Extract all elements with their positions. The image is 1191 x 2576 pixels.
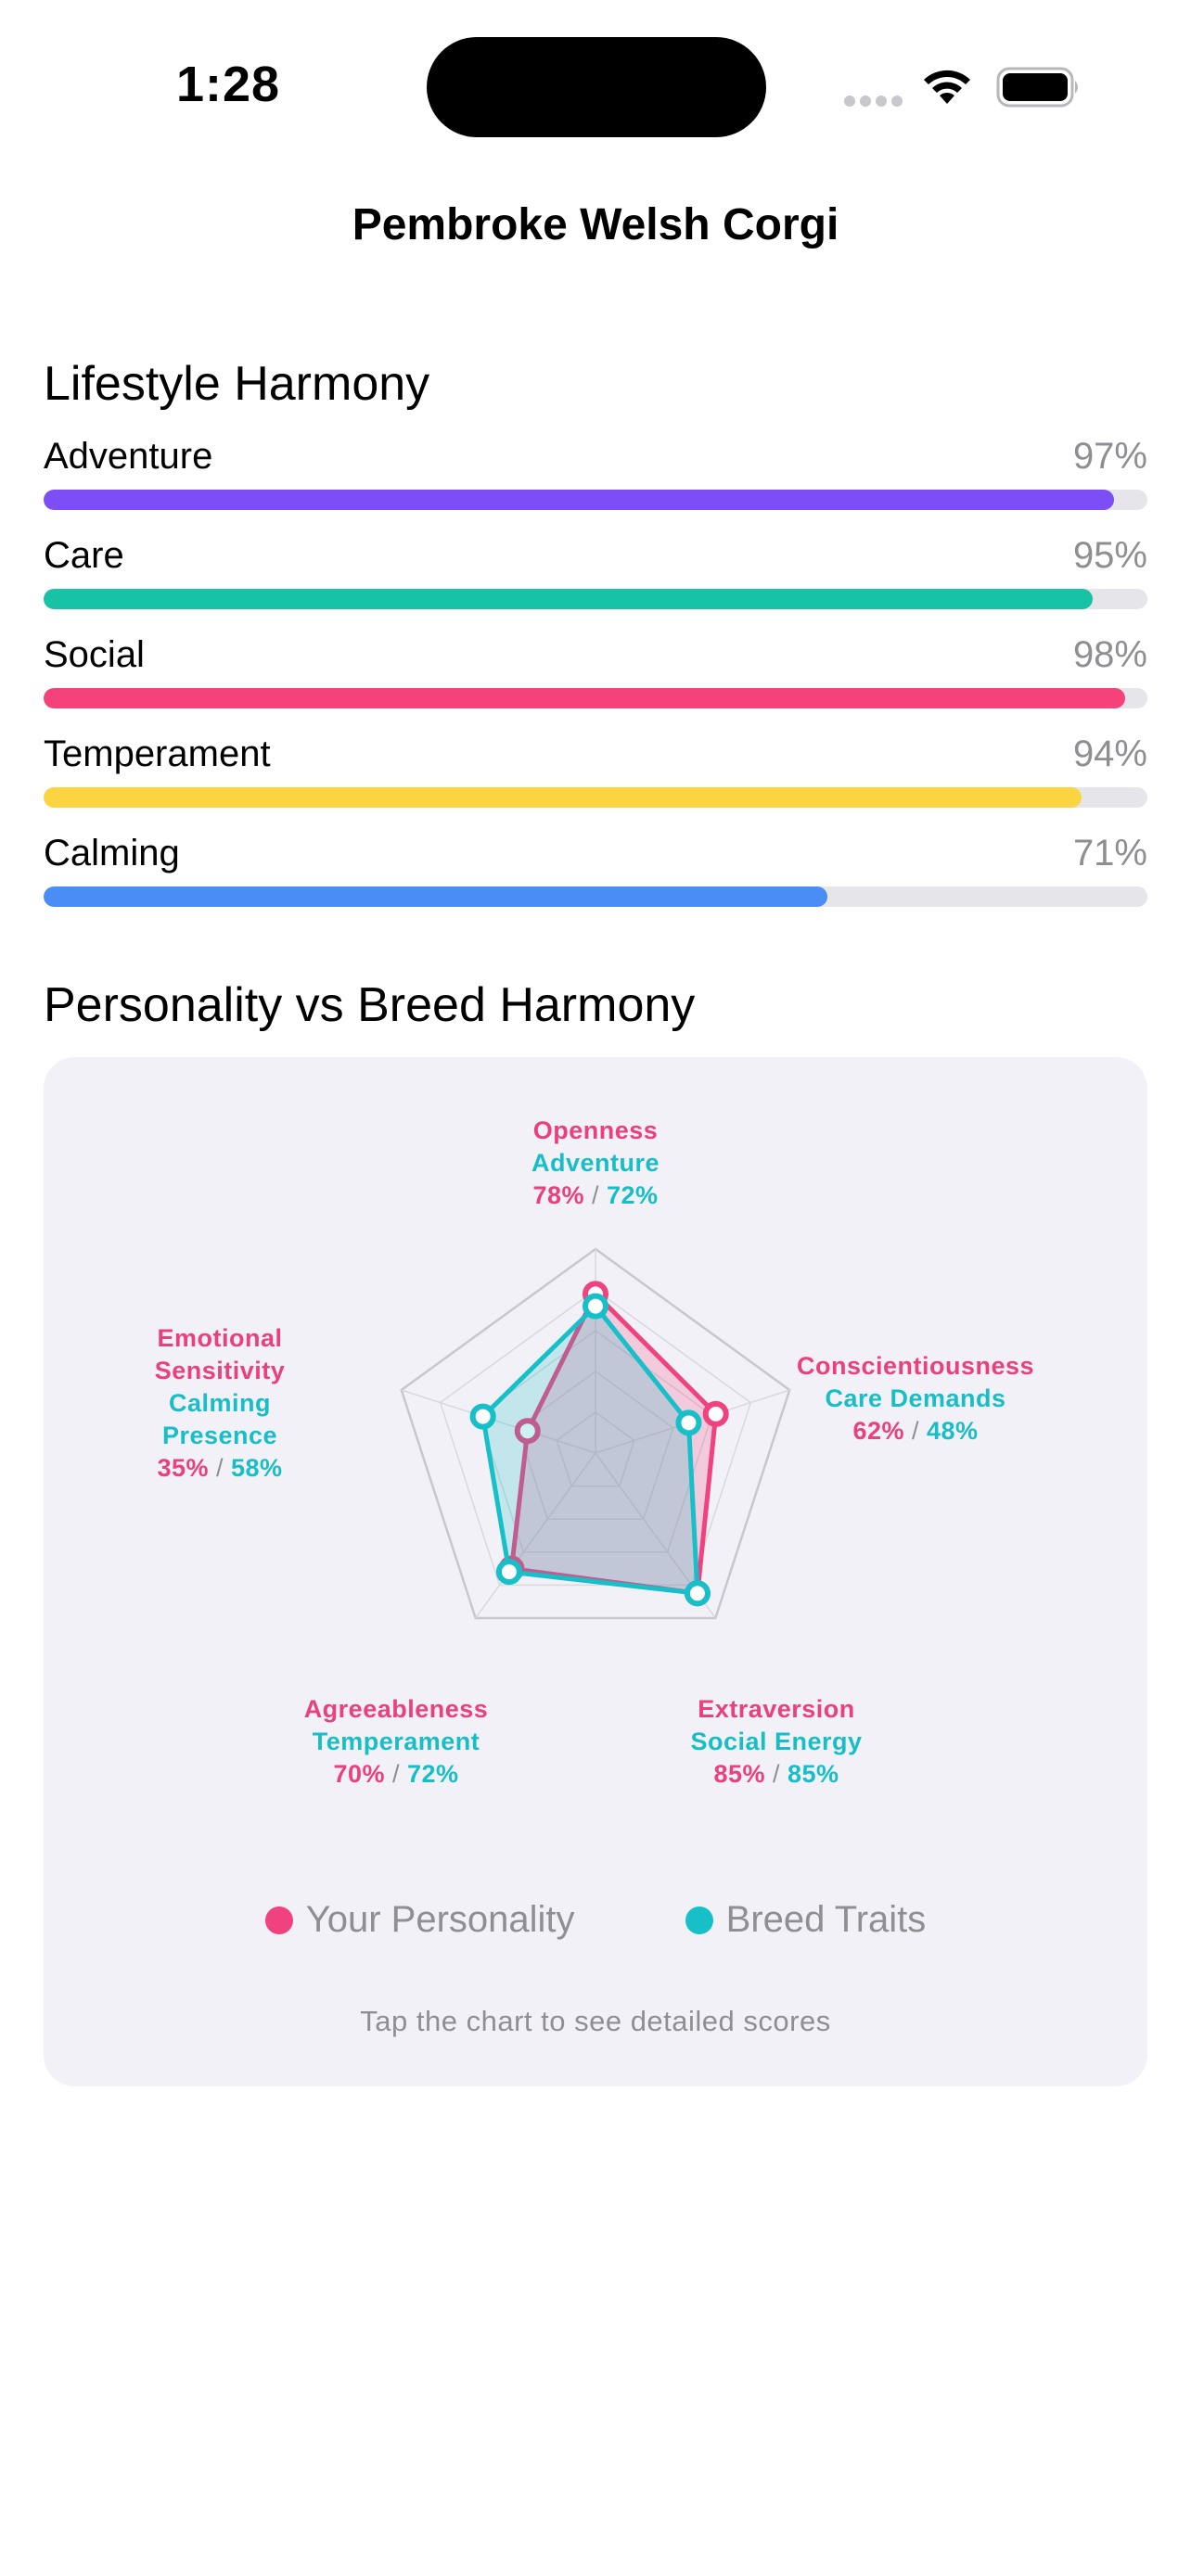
lifestyle-bar-4: Calming 71% (44, 833, 1147, 935)
axis-personality-score: 62% (852, 1417, 904, 1445)
radar-area-breed (480, 1304, 700, 1596)
bar-label: Adventure (44, 436, 213, 477)
bar-track (44, 490, 1147, 510)
lifestyle-bar-0: Adventure 97% (44, 436, 1147, 538)
radar-axis-label-0: Openness Adventure 78% / 72% (461, 1115, 730, 1212)
lifestyle-bar-3: Temperament 94% (44, 733, 1147, 835)
bar-label: Temperament (44, 733, 271, 774)
axis-score-pair: 62% / 48% (786, 1415, 1045, 1447)
bar-fill (44, 787, 1082, 808)
bar-fill (44, 688, 1126, 708)
radar-axis-label-4: Emotional Sensitivity Calming Presence 35%… (118, 1322, 322, 1485)
axis-score-pair: 35% / 58% (118, 1452, 322, 1485)
score-separator: / (208, 1454, 231, 1482)
bar-track (44, 886, 1147, 907)
harmony-section-title: Personality vs Breed Harmony (44, 978, 696, 1032)
bar-value: 94% (1072, 733, 1147, 774)
radar-point-personality-4 (514, 1418, 541, 1445)
radar-axis-label-2: Extraversion Social Energy 85% / 85% (656, 1693, 897, 1791)
battery-icon (996, 67, 1078, 108)
radar-chart-card[interactable]: Openness Adventure 78% / 72% Conscientiousn… (44, 1057, 1147, 2086)
bar-fill (44, 490, 1115, 510)
legend-dot-personality (264, 1906, 293, 1934)
bar-label: Social (44, 634, 145, 675)
bar-value: 71% (1072, 833, 1147, 874)
axis-breed-score: 85% (788, 1760, 839, 1788)
radar-grid-ring-3 (439, 1289, 752, 1587)
bar-label: Calming (44, 833, 180, 874)
radar-point-breed-3 (495, 1559, 522, 1586)
page-title: Pembroke Welsh Corgi (352, 200, 839, 249)
wifi-icon (924, 70, 970, 104)
axis-score-pair: 70% / 72% (275, 1758, 517, 1791)
bar-track (44, 589, 1147, 609)
bar-fill (44, 886, 827, 907)
axis-personality-score: 35% (157, 1454, 209, 1482)
axis-trait-label: Agreeableness (303, 1695, 489, 1723)
axis-personality-score: 85% (713, 1760, 765, 1788)
axis-breed-trait-label: Care Demands (825, 1384, 1006, 1412)
axis-personality-score: 70% (333, 1760, 385, 1788)
score-separator: / (903, 1417, 927, 1445)
legend-dot-breed (685, 1906, 713, 1934)
radar-chart[interactable] (44, 1057, 1147, 2086)
lifestyle-bar-1: Care 95% (44, 535, 1147, 637)
bar-value: 98% (1072, 634, 1147, 675)
axis-score-pair: 78% / 72% (461, 1180, 730, 1212)
score-separator: / (384, 1760, 407, 1788)
bar-value: 97% (1072, 436, 1147, 477)
radar-point-breed-1 (675, 1409, 702, 1436)
bar-label: Care (44, 535, 124, 576)
axis-breed-score: 48% (927, 1417, 979, 1445)
radar-spoke-3 (475, 1452, 596, 1619)
radar-grid-ring-4 (400, 1247, 791, 1620)
lifestyle-bar-2: Social 98% (44, 634, 1147, 736)
axis-trait-label: Emotional Sensitivity (154, 1324, 286, 1384)
bar-track (44, 787, 1147, 808)
score-separator: / (764, 1760, 788, 1788)
radar-point-breed-4 (469, 1403, 496, 1430)
axis-breed-score: 72% (407, 1760, 459, 1788)
axis-breed-trait-label: Calming Presence (161, 1389, 278, 1449)
status-time: 1:28 (176, 57, 281, 112)
axis-score-pair: 85% / 85% (656, 1758, 897, 1791)
axis-personality-score: 78% (532, 1181, 584, 1209)
axis-breed-trait-label: Temperament (312, 1728, 480, 1755)
axis-trait-label: Conscientiousness (796, 1352, 1035, 1380)
bar-track (44, 688, 1147, 708)
radar-grid-ring-0 (556, 1411, 635, 1487)
radar-spoke-4 (401, 1389, 596, 1454)
axis-breed-score: 58% (231, 1454, 283, 1482)
chart-legend: Your Personality Breed Traits (44, 1899, 1147, 1944)
legend-label-personality: Your Personality (305, 1899, 575, 1940)
lifestyle-harmony-title: Lifestyle Harmony (44, 357, 430, 411)
radar-axis-label-3: Agreeableness Temperament 70% / 72% (275, 1693, 517, 1791)
chart-hint: Tap the chart to see detailed scores (360, 2005, 831, 2037)
cellular-signal-icon (844, 95, 907, 111)
radar-point-personality-1 (702, 1400, 729, 1427)
legend-label-breed: Breed Traits (725, 1899, 927, 1940)
bar-value: 95% (1072, 535, 1147, 576)
legend-item-personality: Your Personality (264, 1899, 575, 1941)
axis-breed-trait-label: Social Energy (690, 1728, 863, 1755)
axis-breed-trait-label: Adventure (531, 1149, 660, 1177)
radar-point-breed-2 (684, 1580, 711, 1607)
axis-trait-label: Extraversion (698, 1695, 855, 1723)
dynamic-island (427, 37, 766, 137)
radar-axis-label-1: Conscientiousness Care Demands 62% / 48% (786, 1350, 1045, 1447)
bar-fill (44, 589, 1093, 609)
legend-item-breed: Breed Traits (685, 1899, 927, 1941)
axis-trait-label: Openness (532, 1116, 659, 1144)
axis-breed-score: 72% (607, 1181, 659, 1209)
radar-point-breed-0 (583, 1293, 608, 1320)
score-separator: / (583, 1181, 607, 1209)
